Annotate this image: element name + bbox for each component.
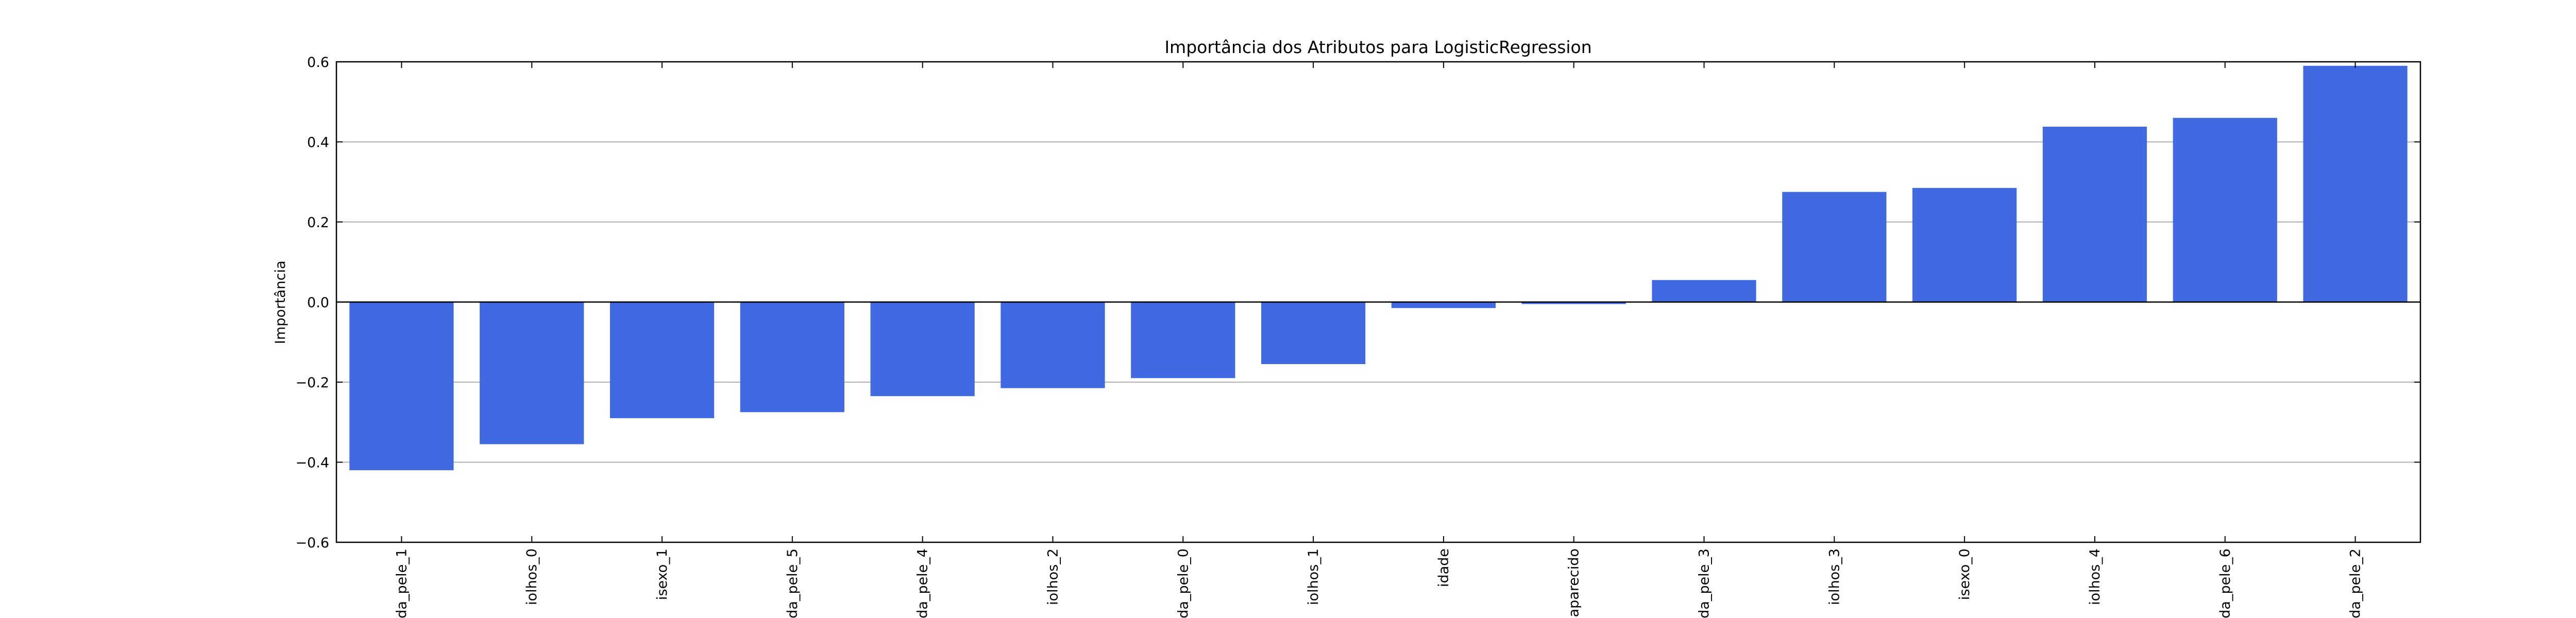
y-tick-label: −0.4 [295, 455, 329, 471]
x-tick-label: da_pele_6 [2217, 548, 2233, 618]
y-tick-label: −0.6 [295, 535, 329, 551]
bar-aparecido [1521, 302, 1626, 304]
x-tick-label: iolhos_4 [2087, 548, 2103, 605]
bar-da_pele_1 [349, 302, 454, 471]
x-tick-label: aparecido [1566, 548, 1582, 617]
x-tick-label: idade [1436, 548, 1452, 587]
bar-da_pele_4 [870, 302, 975, 397]
x-tick-label: da_pele_0 [1175, 548, 1191, 618]
bar-isexo_0 [1912, 187, 2017, 302]
bar-da_pele_5 [740, 302, 844, 413]
bar-da_pele_3 [1652, 280, 1756, 302]
bar-da_pele_6 [2173, 117, 2277, 302]
x-tick-label: iolhos_0 [524, 548, 540, 605]
x-tick-label: da_pele_4 [915, 548, 931, 618]
bar-da_pele_2 [2303, 65, 2408, 302]
bar-iolhos_0 [480, 302, 584, 444]
y-axis-label: Importância [273, 261, 289, 344]
x-axis-ticks: da_pele_1 iolhos_0 isexo_1 da_pele_5 da_pele… [394, 62, 2364, 618]
y-axis-ticks: −0.6 −0.4 −0.2 0.0 0.2 0.4 0.6 [295, 55, 2420, 551]
bar-da_pele_0 [1131, 302, 1235, 379]
chart-title: Importância dos Atributos para LogisticR… [1164, 37, 1591, 57]
bar-iolhos_4 [2042, 126, 2147, 302]
x-tick-label: da_pele_2 [2348, 548, 2364, 618]
x-tick-label: iolhos_1 [1306, 548, 1321, 605]
bar-isexo_1 [609, 302, 715, 418]
x-tick-label: isexo_1 [654, 548, 670, 600]
y-tick-label: −0.2 [295, 375, 329, 391]
x-tick-label: iolhos_3 [1826, 548, 1842, 605]
x-tick-label: da_pele_5 [785, 548, 801, 618]
plot-frame [335, 61, 2421, 543]
bar-iolhos_3 [1782, 192, 1887, 302]
y-tick-label: 0.4 [307, 135, 329, 151]
y-tick-label: 0.6 [307, 55, 329, 71]
x-tick-label: da_pele_1 [394, 548, 410, 618]
x-tick-label: isexo_0 [1957, 548, 1973, 600]
y-tick-label: 0.2 [307, 215, 329, 231]
x-tick-label: da_pele_3 [1697, 548, 1713, 618]
bars [336, 65, 2420, 471]
bar-iolhos_1 [1261, 302, 1366, 365]
x-tick-label: iolhos_2 [1045, 548, 1061, 605]
bar-iolhos_2 [1001, 302, 1105, 388]
bar-idade [1391, 302, 1496, 308]
y-tick-label: 0.0 [307, 295, 329, 311]
